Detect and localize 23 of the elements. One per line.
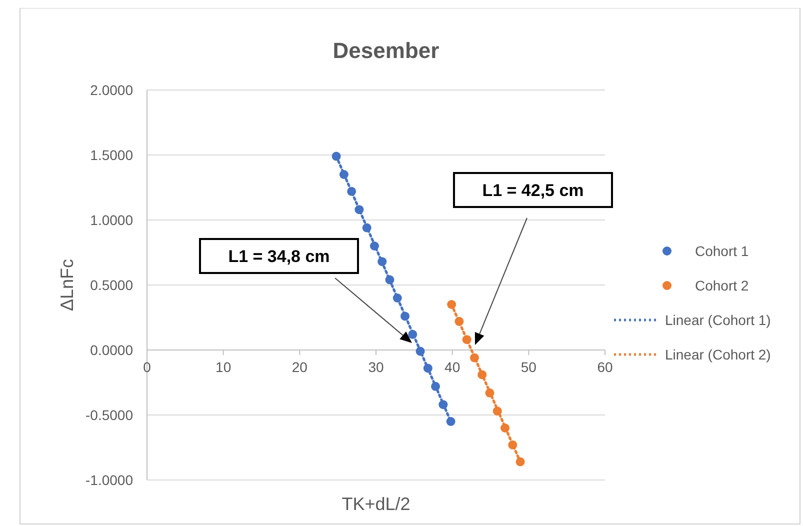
y-tick-label: 0.5000 (90, 277, 134, 293)
y-tick-label: 2.0000 (90, 82, 134, 98)
y-tick-label: -1.0000 (86, 472, 134, 488)
y-tick-label: 0.0000 (90, 342, 134, 358)
chart-title: Desember (332, 38, 440, 63)
annotation: L1 = 34,8 cm (228, 247, 330, 266)
x-tick-label: 0 (143, 359, 152, 375)
legend-label: Cohort 1 (695, 243, 749, 259)
x-tick-label: 50 (520, 359, 537, 375)
y-tick-label: 1.5000 (90, 147, 134, 163)
legend-label: Linear (Cohort 2) (665, 346, 771, 362)
x-tick-label: 40 (444, 359, 460, 375)
x-tick-label: 60 (597, 359, 613, 375)
y-axis-title: ΔLnFc (57, 258, 77, 312)
y-tick-label: 1.0000 (90, 212, 134, 228)
legend-label: Cohort 2 (695, 278, 749, 294)
x-tick-label: 30 (368, 359, 384, 375)
annotation: L1 = 42,5 cm (482, 181, 584, 200)
x-tick-label: 20 (292, 359, 308, 375)
legend-label: Linear (Cohort 1) (665, 312, 771, 328)
x-tick-label: 10 (216, 359, 232, 375)
x-axis-title: TK+dL/2 (342, 494, 410, 514)
y-tick-label: -0.5000 (86, 407, 134, 423)
